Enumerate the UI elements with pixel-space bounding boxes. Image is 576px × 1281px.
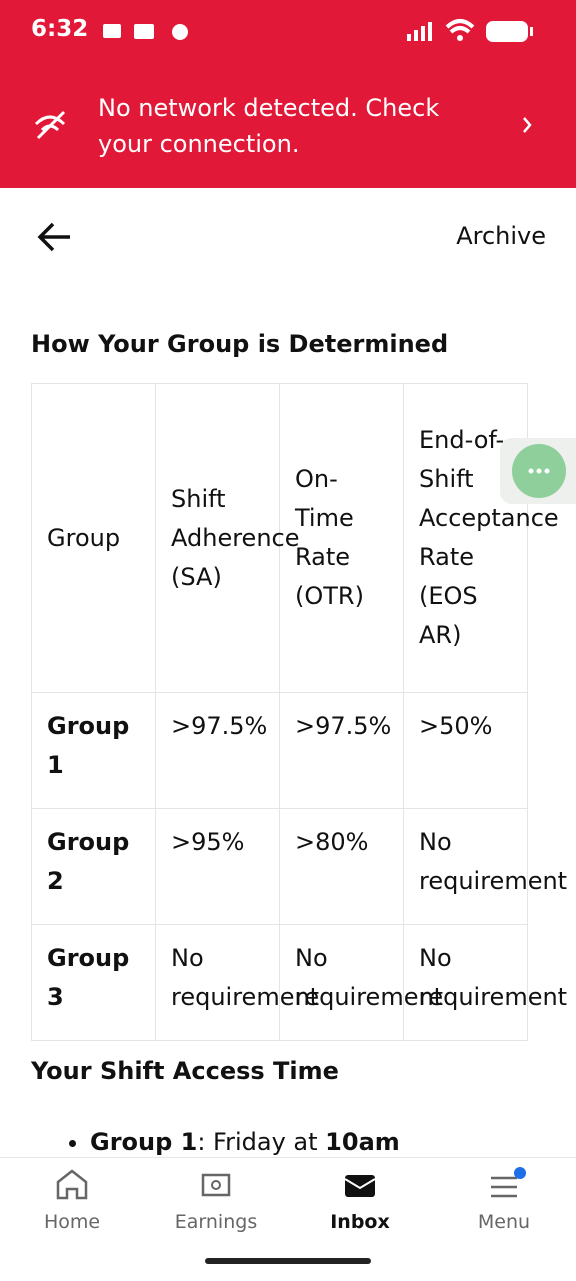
item-label: Group 1	[90, 1128, 198, 1156]
cell-text: Group	[47, 523, 121, 552]
table-cell: On-Time Rate (OTR)	[279, 383, 404, 693]
table-cell: >80%	[279, 808, 404, 925]
nav-inbox[interactable]: Inbox	[330, 1211, 390, 1233]
section-title: How Your Group is Determined	[31, 330, 449, 358]
offline-banner[interactable]: No network detected. Check your connecti…	[0, 62, 576, 188]
banner-message: No network detected. Check your connecti…	[98, 94, 440, 158]
table-row: Group Shift Adherence (SA) On-Time Rate (O…	[31, 383, 559, 693]
back-button[interactable]	[36, 217, 76, 257]
table-cell: End-of-Shift Acceptance Rate (EOS AR)	[403, 383, 559, 693]
cell-text: Group 1	[47, 712, 130, 779]
table-row: Group 2 >95% >80% No requirement	[31, 808, 568, 925]
clock: 6:32	[31, 16, 89, 42]
table-row: Group 1 >97.5% >97.5% >50%	[31, 692, 528, 809]
status-bar: 6:32	[0, 0, 576, 62]
message-body: How Your Group is Determined Group Shift …	[0, 270, 576, 1157]
cell-text: Group 3	[47, 944, 130, 1011]
cell-text: >97.5%	[295, 712, 392, 740]
cell-text: >95%	[171, 828, 245, 856]
cell-text: On-Time Rate (OTR)	[295, 465, 364, 610]
table-cell: >97.5%	[279, 692, 404, 809]
cell-text: No requirement	[295, 944, 444, 1011]
table-cell: Shift Adherence (SA)	[155, 383, 300, 693]
item-time: 10am	[325, 1128, 400, 1156]
more-icon	[528, 468, 550, 474]
cell-text: >80%	[295, 828, 369, 856]
table-cell: >97.5%	[155, 692, 280, 809]
access-list: Group 1: Friday at 10am	[30, 1128, 400, 1156]
table-cell: Group	[31, 383, 156, 693]
cell-text: End-of-Shift Acceptance Rate (EOS AR)	[419, 426, 559, 649]
nav-menu[interactable]: Menu	[477, 1211, 531, 1233]
more-button[interactable]	[512, 444, 566, 498]
table-cell: No requirement	[279, 924, 444, 1041]
section-title: Your Shift Access Time	[31, 1057, 339, 1085]
table-cell: No requirement	[403, 808, 568, 925]
table-cell: No requirement	[403, 924, 568, 1041]
cell-text: Shift Adherence (SA)	[171, 484, 300, 591]
table-cell: Group 2	[31, 808, 156, 925]
archive-button[interactable]: Archive	[456, 222, 546, 250]
home-indicator	[205, 1258, 371, 1264]
item-text: : Friday at	[197, 1128, 326, 1156]
cell-text: >50%	[419, 712, 493, 740]
table-cell: >95%	[155, 808, 280, 925]
cell-text: Group 2	[47, 828, 130, 895]
status-icons	[103, 19, 533, 42]
cell-text: No requirement	[419, 828, 568, 895]
banner-icons	[34, 110, 532, 140]
top-bar: Archive	[0, 188, 576, 270]
cell-text: >97.5%	[171, 712, 268, 740]
cell-text: No requirement	[419, 944, 568, 1011]
list-item: Group 1: Friday at 10am	[90, 1128, 400, 1156]
group-table: Group Shift Adherence (SA) On-Time Rate (O…	[31, 383, 568, 1041]
table-cell: No requirement	[155, 924, 320, 1041]
nav-icons	[56, 1167, 526, 1200]
table-cell: Group 1	[31, 692, 156, 809]
table-row: Group 3 No requirement No requirement No re…	[31, 924, 568, 1041]
table-cell: >50%	[403, 692, 528, 809]
nav-home[interactable]: Home	[43, 1211, 101, 1233]
nav-earnings[interactable]: Earnings	[174, 1211, 258, 1233]
table-cell: Group 3	[31, 924, 156, 1041]
cell-text: No requirement	[171, 944, 320, 1011]
